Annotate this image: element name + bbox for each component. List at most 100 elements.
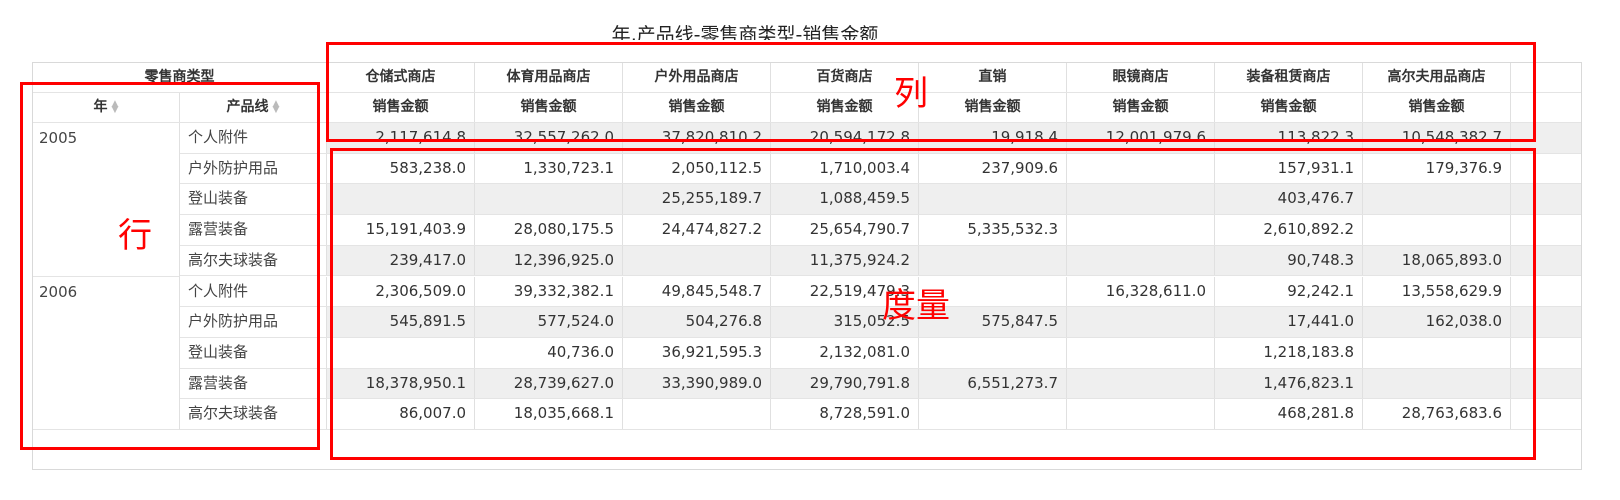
value-cell — [327, 184, 475, 215]
year-cell: 2006 — [33, 276, 180, 430]
measure-header: 销售金额 — [623, 93, 771, 122]
value-cell: 315,052.5 — [771, 307, 919, 337]
column-header: 体育用品商店 — [475, 63, 623, 92]
measure-header: 销售金额 — [475, 93, 623, 122]
value-cell: 237,909.6 — [919, 153, 1067, 184]
value-cell — [1067, 245, 1215, 276]
value-cell — [919, 337, 1067, 368]
value-cell — [1067, 307, 1215, 337]
value-cell: 22,519,479.3 — [771, 276, 919, 307]
value-cell — [1363, 215, 1511, 245]
value-cell: 157,931.1 — [1215, 153, 1363, 184]
value-cell: 2,306,509.0 — [327, 276, 475, 307]
value-cell — [919, 399, 1067, 429]
value-cell: 1,088,459.5 — [771, 184, 919, 215]
value-cell: 1,218,183.8 — [1215, 337, 1363, 368]
value-cell: 24,474,827.2 — [623, 215, 771, 245]
column-header: 户外用品商店 — [623, 63, 771, 92]
value-cell — [1363, 368, 1511, 399]
value-cell — [1067, 368, 1215, 399]
header-row-measures: 年 ▲ ▼ 产品线 ▲ ▼ 销售金额 销售金额 销售金额 销售金额 销售金额 销售金额 销售金额 销售… — [33, 93, 1581, 123]
value-cell: 17,441.0 — [1215, 307, 1363, 337]
value-cell: 25,654,790.7 — [771, 215, 919, 245]
value-cell — [1067, 153, 1215, 184]
value-cell: 18,378,950.1 — [327, 368, 475, 399]
value-cell: 5,335,532.3 — [919, 215, 1067, 245]
value-cell — [1363, 184, 1511, 215]
value-cell: 40,736.0 — [475, 337, 623, 368]
table-row: 登山装备 25,255,189.7 1,088,459.5 403,476.7 — [33, 184, 1581, 216]
value-cell: 28,080,175.5 — [475, 215, 623, 245]
measures-highlight-box — [330, 148, 1536, 460]
product-line-cell: 户外防护用品 — [180, 307, 327, 337]
table-row: 露营装备 18,378,950.1 28,739,627.0 33,390,989.0… — [33, 368, 1581, 400]
value-cell: 583,238.0 — [327, 153, 475, 184]
year-cell: 2005 — [33, 123, 180, 277]
product-line-cell: 露营装备 — [180, 215, 327, 245]
columns-annotation: 列 — [894, 74, 928, 114]
value-cell: 49,845,548.7 — [623, 276, 771, 307]
year-header[interactable]: 年 ▲ ▼ — [33, 93, 180, 122]
value-cell: 239,417.0 — [327, 245, 475, 276]
value-cell: 1,330,723.1 — [475, 153, 623, 184]
value-cell: 28,739,627.0 — [475, 368, 623, 399]
value-cell — [475, 184, 623, 215]
columns-highlight-box — [326, 42, 1536, 142]
sort-icon[interactable]: ▲ ▼ — [272, 99, 280, 115]
value-cell: 6,551,273.7 — [919, 368, 1067, 399]
value-cell: 577,524.0 — [475, 307, 623, 337]
value-cell: 92,242.1 — [1215, 276, 1363, 307]
measure-header: 销售金额 — [1215, 93, 1363, 122]
value-cell — [919, 276, 1067, 307]
value-cell: 25,255,189.7 — [623, 184, 771, 215]
value-cell: 13,558,629.9 — [1363, 276, 1511, 307]
value-cell: 575,847.5 — [919, 307, 1067, 337]
value-cell: 11,375,924.2 — [771, 245, 919, 276]
sort-icon[interactable]: ▲ ▼ — [111, 99, 119, 115]
table-row: 登山装备 40,736.0 36,921,595.3 2,132,081.0 1,218… — [33, 337, 1581, 369]
value-cell: 18,035,668.1 — [475, 399, 623, 429]
measure-header: 销售金额 — [1067, 93, 1215, 122]
value-cell: 504,276.8 — [623, 307, 771, 337]
value-cell: 2,610,892.2 — [1215, 215, 1363, 245]
product-line-cell: 个人附件 — [180, 276, 327, 307]
value-cell: 8,728,591.0 — [771, 399, 919, 429]
value-cell: 39,332,382.1 — [475, 276, 623, 307]
value-cell — [623, 245, 771, 276]
header-row-columns: 零售商类型 仓储式商店 体育用品商店 户外用品商店 百货商店 直销 眼镜商店 装备租赁商店高… — [33, 63, 1581, 93]
measure-header: 销售金额 — [771, 93, 919, 122]
value-cell: 545,891.5 — [327, 307, 475, 337]
product-line-cell: 登山装备 — [180, 337, 327, 368]
value-cell: 179,376.9 — [1363, 153, 1511, 184]
value-cell — [919, 184, 1067, 215]
product-line-cell: 个人附件 — [180, 123, 327, 153]
value-cell — [327, 337, 475, 368]
value-cell: 33,390,989.0 — [623, 368, 771, 399]
column-header: 眼镜商店 — [1067, 63, 1215, 92]
rows-annotation: 行 — [118, 216, 152, 256]
value-cell: 90,748.3 — [1215, 245, 1363, 276]
value-cell: 18,065,893.0 — [1363, 245, 1511, 276]
product-line-cell: 高尔夫球装备 — [180, 245, 327, 276]
value-cell: 1,476,823.1 — [1215, 368, 1363, 399]
pivot-table: 零售商类型 仓储式商店 体育用品商店 户外用品商店 百货商店 直销 眼镜商店 装备租赁商店高… — [32, 62, 1582, 470]
product-line-cell: 登山装备 — [180, 184, 327, 215]
value-cell: 162,038.0 — [1363, 307, 1511, 337]
measure-header: 销售金额 — [1363, 93, 1511, 122]
value-cell: 2,132,081.0 — [771, 337, 919, 368]
value-cell: 15,191,403.9 — [327, 215, 475, 245]
value-cell: 12,396,925.0 — [475, 245, 623, 276]
product-line-cell: 露营装备 — [180, 368, 327, 399]
table-row: 个人附件 2,306,509.0 39,332,382.1 49,845,548.7 2… — [33, 276, 1581, 308]
column-header: 高尔夫用品商店 — [1363, 63, 1511, 92]
value-cell: 86,007.0 — [327, 399, 475, 429]
value-cell: 16,328,611.0 — [1067, 276, 1215, 307]
value-cell: 28,763,683.6 — [1363, 399, 1511, 429]
value-cell: 29,790,791.8 — [771, 368, 919, 399]
product-line-cell: 户外防护用品 — [180, 153, 327, 184]
value-cell: 2,050,112.5 — [623, 153, 771, 184]
measures-annotation: 度量 — [882, 286, 950, 326]
value-cell: 403,476.7 — [1215, 184, 1363, 215]
table-row: 户外防护用品 583,238.0 1,330,723.1 2,050,112.5 1,7… — [33, 153, 1581, 185]
value-cell: 468,281.8 — [1215, 399, 1363, 429]
